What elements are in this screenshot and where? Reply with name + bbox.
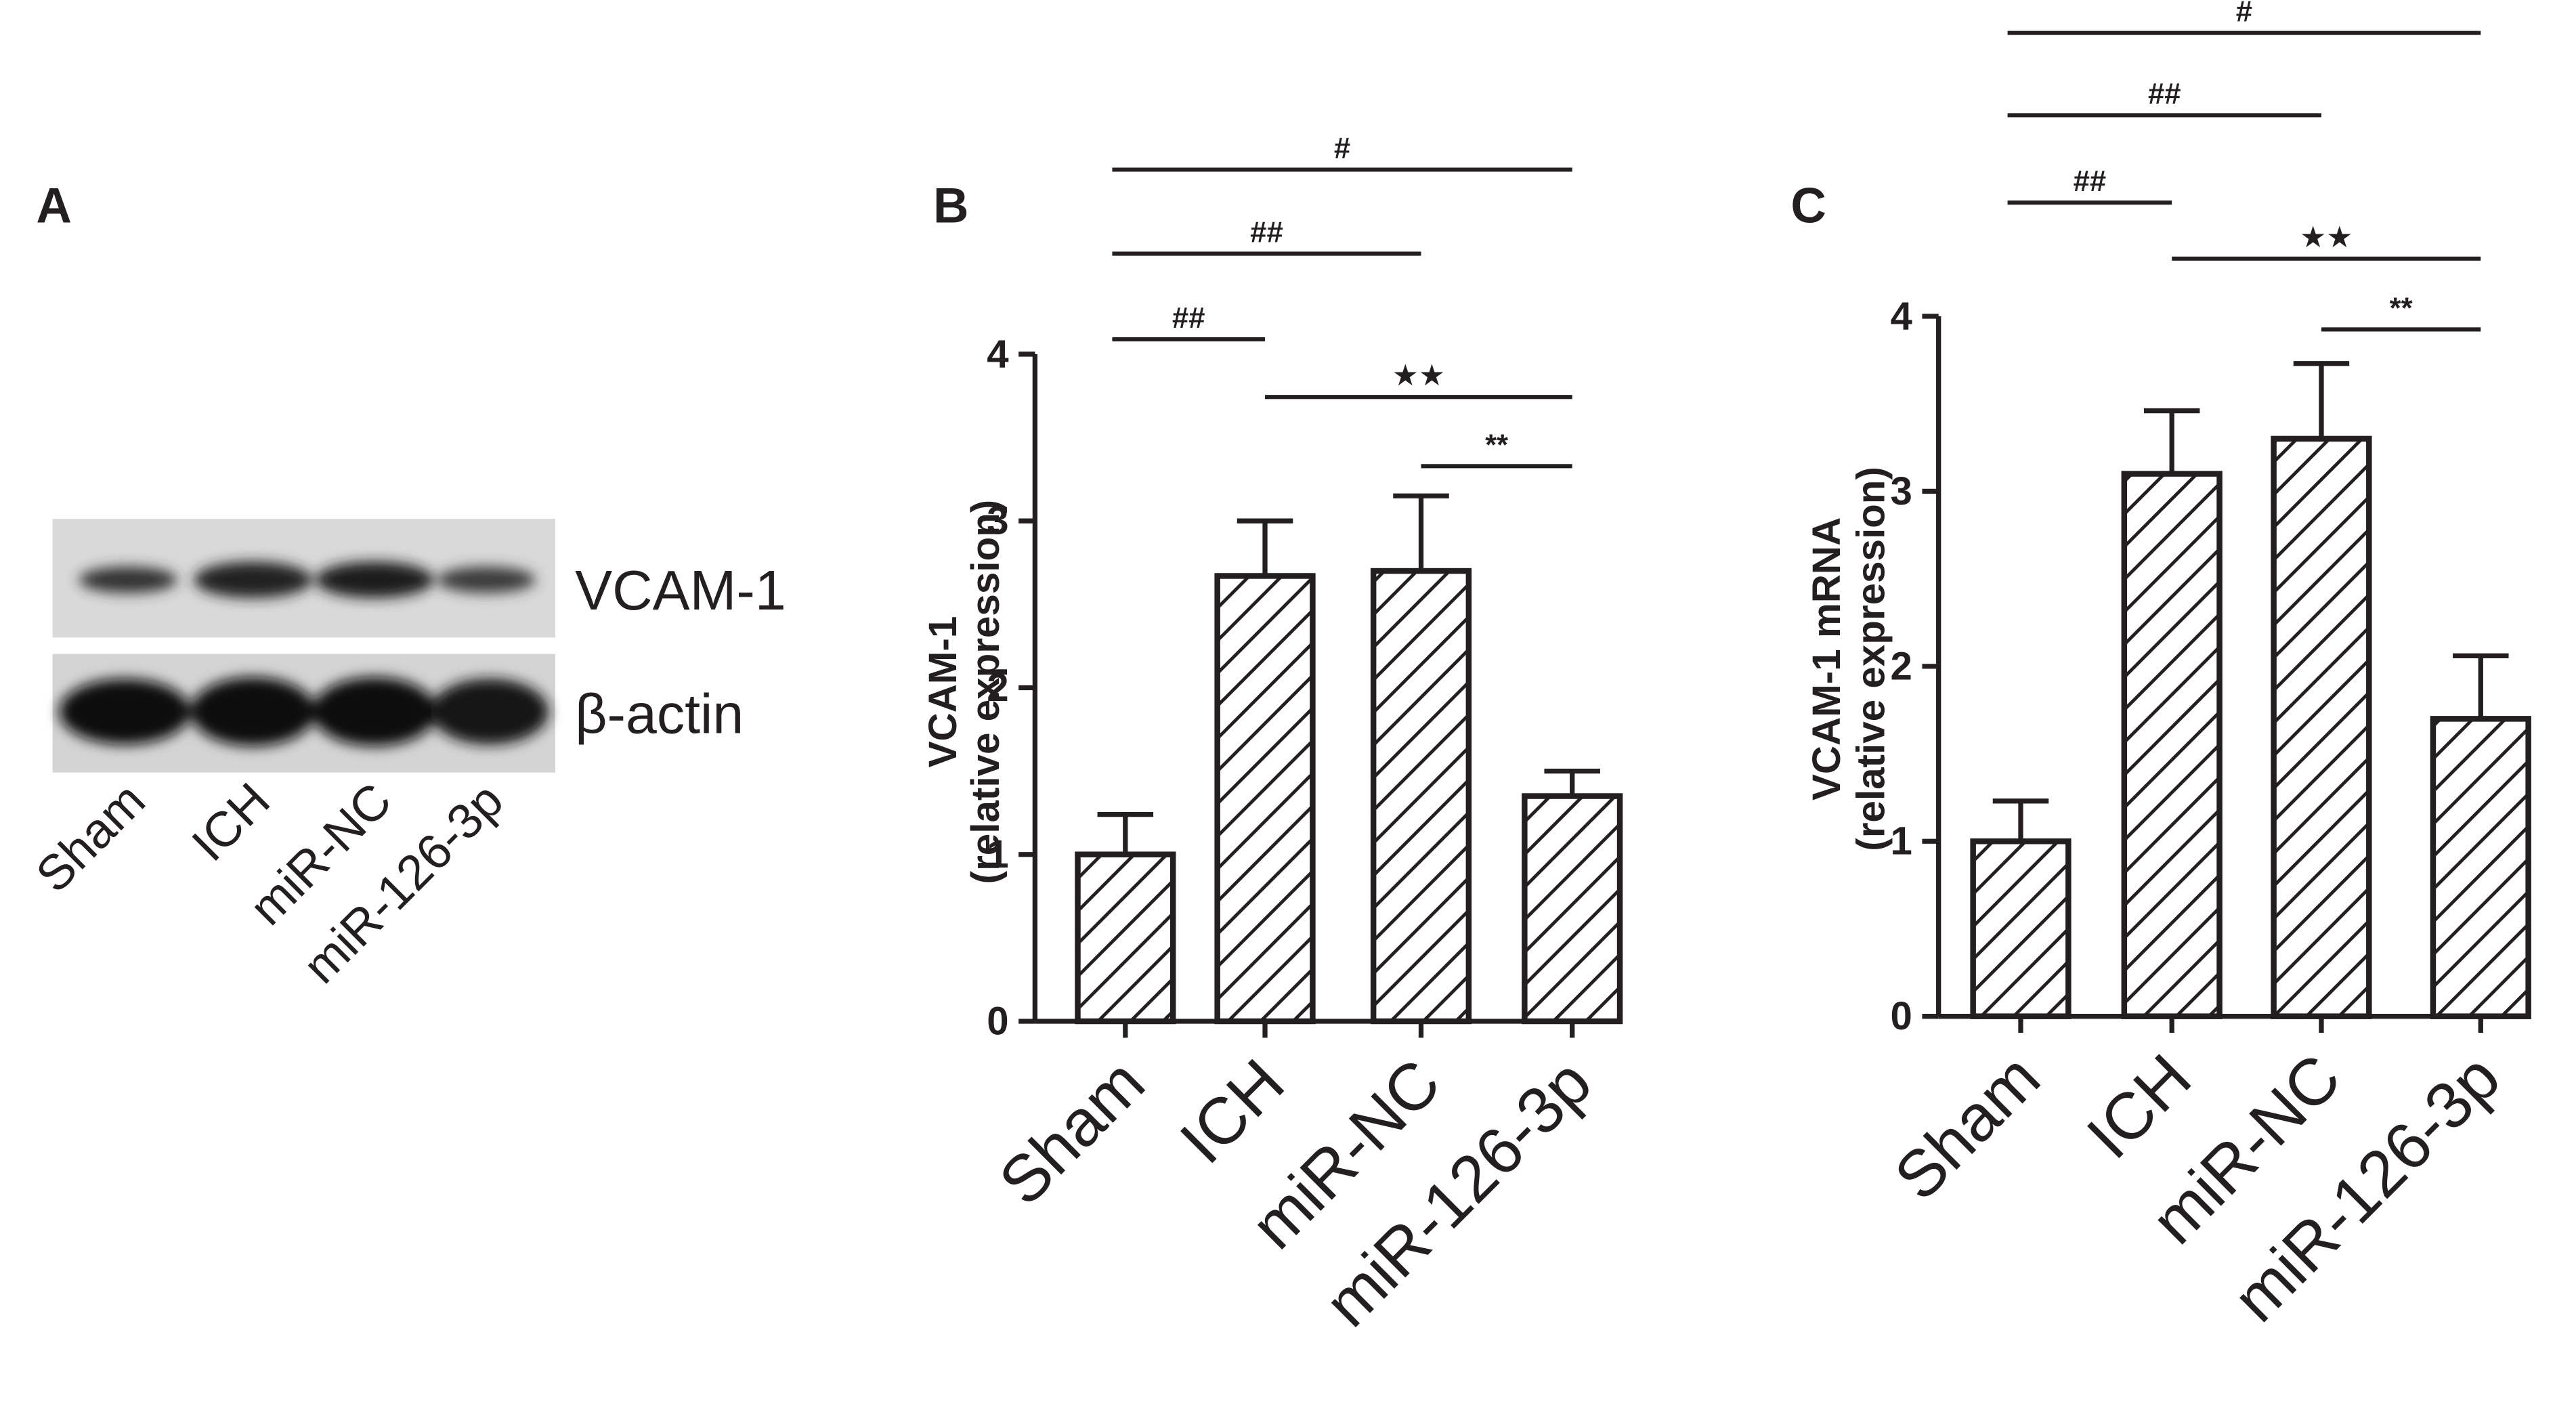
blot-row-label: β-actin — [575, 682, 744, 745]
y-axis-label: (relative expression) — [964, 500, 1008, 884]
significance-label: ** — [1485, 428, 1508, 461]
significance-label: ## — [1172, 301, 1205, 335]
bar — [1370, 568, 1472, 1025]
y-tick-label: 4 — [987, 332, 1009, 376]
bar — [2430, 716, 2531, 1019]
x-tick-label: ICH — [2073, 1040, 2205, 1173]
significance-label: ** — [2390, 291, 2413, 324]
x-tick-label: ICH — [1166, 1045, 1298, 1178]
significance-label: # — [1334, 131, 1350, 165]
blot-bands — [59, 561, 549, 746]
significance-label: ★★ — [2300, 221, 2353, 254]
lane-label: ICH — [181, 773, 280, 872]
x-tick-label: Sham — [1881, 1040, 2054, 1214]
lane-label: Sham — [26, 773, 156, 903]
bar — [1970, 838, 2071, 1019]
y-axis-label: (relative expression) — [1849, 467, 1893, 851]
bar — [2271, 435, 2372, 1019]
panel-label: A — [36, 178, 72, 233]
significance-label: ★★ — [1392, 359, 1445, 392]
y-tick-label: 3 — [1891, 469, 1912, 513]
y-axis-label: VCAM-1 — [921, 616, 965, 768]
y-tick-label: 2 — [1891, 644, 1912, 688]
bar — [2121, 471, 2223, 1019]
x-tick-label: Sham — [985, 1045, 1158, 1219]
panel-label: B — [933, 178, 969, 233]
y-tick-label: 2 — [987, 666, 1008, 710]
significance-label: ## — [2074, 165, 2107, 198]
y-tick-label: 1 — [1891, 819, 1912, 863]
significance-label: ## — [1250, 215, 1283, 249]
y-tick-label: 1 — [987, 832, 1008, 876]
y-tick-label: 3 — [987, 499, 1008, 543]
significance-label: ## — [2148, 77, 2181, 110]
significance-label: # — [2236, 0, 2252, 28]
bar — [1075, 851, 1176, 1025]
y-tick-label: 4 — [1891, 294, 1913, 338]
bar — [1214, 573, 1316, 1025]
panel-label: C — [1790, 178, 1826, 233]
bar — [1522, 793, 1623, 1025]
y-tick-label: 0 — [987, 999, 1008, 1043]
y-tick-label: 0 — [1891, 994, 1912, 1038]
y-axis-label: VCAM-1 mRNA — [1805, 517, 1849, 800]
blot-row-label: VCAM-1 — [575, 559, 786, 622]
